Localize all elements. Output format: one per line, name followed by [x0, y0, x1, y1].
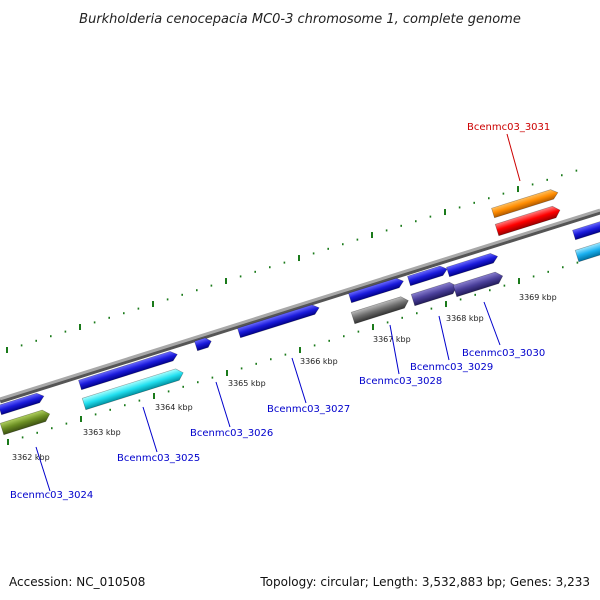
kbp-label-3363: 3363 kbp: [83, 428, 121, 437]
kbp-label-3367: 3367 kbp: [373, 335, 411, 344]
leader-line-3026: [215, 381, 231, 428]
leader-line-3028: [389, 324, 400, 375]
kbp-label-3365: 3365 kbp: [228, 379, 266, 388]
leader-line-3030: [483, 301, 501, 346]
gene-label-3025[interactable]: Bcenmc03_3025: [117, 453, 200, 464]
feature-3028-cds[interactable]: [350, 295, 410, 325]
chromosome-backbone-shadow: [0, 209, 600, 404]
leader-line-3027: [291, 357, 307, 404]
chromosome-backbone: [0, 208, 600, 401]
feature-3025-cds[interactable]: [81, 367, 185, 411]
leader-line-3029: [438, 315, 450, 361]
kbp-label-3362: 3362 kbp: [12, 453, 50, 462]
feature-3028-gene[interactable]: [348, 276, 404, 304]
map-title: Burkholderia cenocepacia MC0-3 chromosom…: [79, 12, 521, 27]
gene-label-3026[interactable]: Bcenmc03_3026: [190, 428, 273, 439]
leader-line-3024: [35, 446, 51, 492]
kbp-label-3368: 3368 kbp: [446, 314, 484, 323]
kbp-label-3364: 3364 kbp: [155, 403, 193, 412]
feature-3029-cds[interactable]: [410, 280, 458, 307]
feature-3029-gene[interactable]: [407, 264, 448, 287]
feature-3031-cds[interactable]: [494, 204, 562, 237]
feature-next-cds[interactable]: [574, 238, 600, 263]
feature-3030-gene[interactable]: [446, 252, 499, 278]
feature-3031-gene[interactable]: [491, 188, 559, 219]
genome-info-text: Topology: circular; Length: 3,532,883 bp…: [259, 575, 590, 589]
feature-3025-gene[interactable]: [78, 350, 178, 391]
feature-3030-cds[interactable]: [452, 270, 504, 298]
leader-line-3031: [506, 133, 521, 182]
gene-label-3027[interactable]: Bcenmc03_3027: [267, 404, 350, 415]
feature-3024-gene[interactable]: [0, 391, 45, 416]
gene-label-3024[interactable]: Bcenmc03_3024: [10, 490, 93, 501]
feature-3026-gene[interactable]: [194, 336, 212, 352]
feature-3024-cds[interactable]: [0, 408, 51, 436]
tick-row-lower: [7, 261, 579, 445]
accession-text: Accession: NC_010508: [9, 575, 145, 589]
gene-label-3031[interactable]: Bcenmc03_3031: [467, 122, 550, 133]
kbp-label-3366: 3366 kbp: [300, 357, 338, 366]
tick-row-upper: [6, 169, 578, 353]
gene-features: [0, 188, 600, 436]
kbp-label-3369: 3369 kbp: [519, 293, 557, 302]
gene-label-3029[interactable]: Bcenmc03_3029: [410, 362, 493, 373]
feature-3027-gene[interactable]: [237, 303, 320, 339]
gene-label-3030[interactable]: Bcenmc03_3030: [462, 348, 545, 359]
leader-line-3025: [142, 406, 158, 453]
gene-label-3028[interactable]: Bcenmc03_3028: [359, 376, 442, 387]
